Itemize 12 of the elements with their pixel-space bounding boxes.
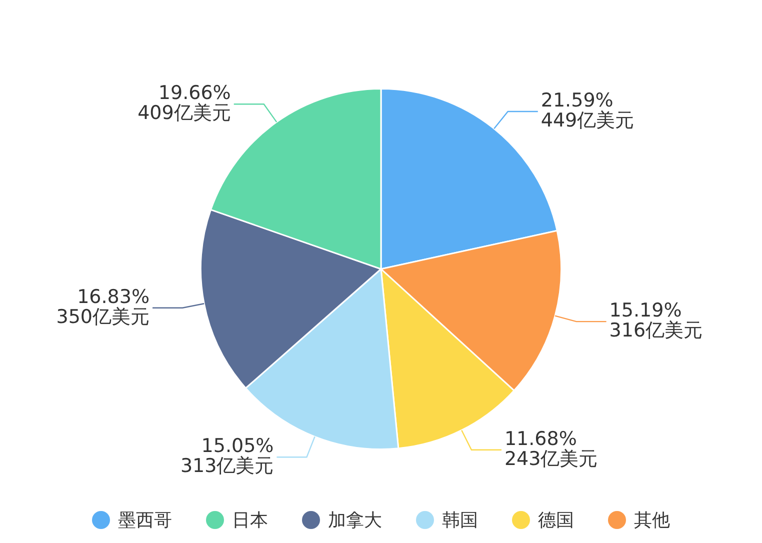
legend-label: 其他 — [634, 509, 670, 532]
data-label: 21.59% 449亿美元 — [540, 89, 634, 132]
data-label: 11.68% 243亿美元 — [504, 428, 598, 470]
legend-label: 加拿大 — [328, 509, 382, 532]
legend-label: 日本 — [232, 509, 268, 532]
data-label: 15.19% 316亿美元 — [609, 299, 703, 342]
legend-label: 德国 — [538, 509, 574, 532]
legend-label: 墨西哥 — [118, 509, 172, 532]
legend-label: 韩国 — [442, 509, 478, 532]
data-label: 19.66% 409亿美元 — [138, 82, 231, 124]
data-label: 16.83% 350亿美元 — [56, 286, 150, 328]
data-label: 15.05% 313亿美元 — [180, 435, 274, 478]
